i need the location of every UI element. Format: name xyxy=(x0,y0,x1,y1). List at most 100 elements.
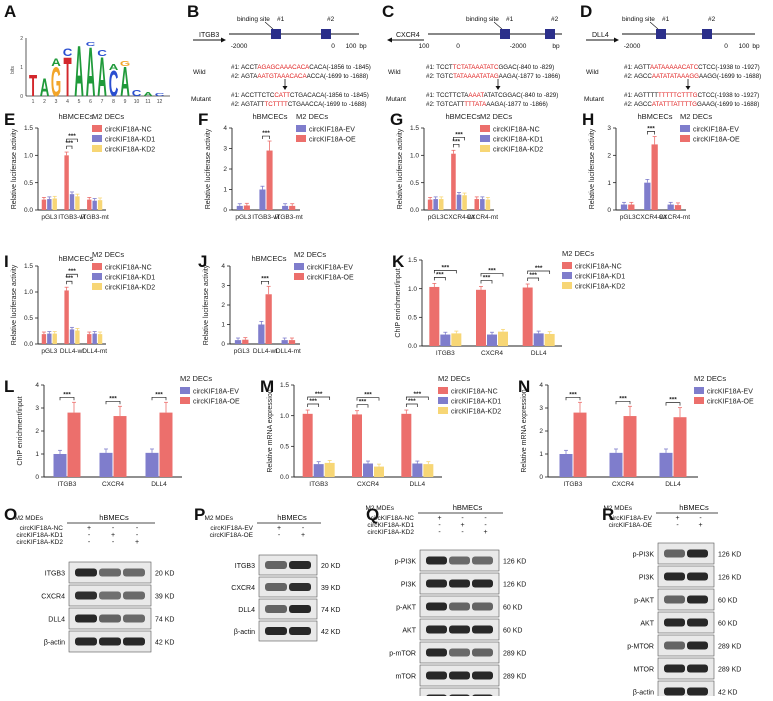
condition-label: circKIF18A-KD2 xyxy=(16,539,63,546)
x-tick-label: CXCR4-wt xyxy=(636,214,667,221)
y-tick-label: 1.0 xyxy=(24,153,33,160)
blot-band xyxy=(75,568,97,577)
significance-bracket xyxy=(59,396,75,401)
kd-label: 42 KD xyxy=(321,629,340,636)
y-tick-label: 1 xyxy=(221,322,225,329)
bar xyxy=(462,195,467,210)
legend-label: circKIF18A-KD2 xyxy=(105,285,155,292)
significance-label: *** xyxy=(109,395,117,402)
axis-label: 100 xyxy=(419,43,430,50)
bar xyxy=(64,155,69,210)
bar xyxy=(47,333,52,344)
blot-band xyxy=(449,602,470,611)
logo-letter: A xyxy=(143,92,153,98)
kd-label: 126 KD xyxy=(718,575,741,582)
seq-site: CATT xyxy=(274,92,290,99)
significance-bracket xyxy=(262,135,270,140)
blot-band xyxy=(449,625,470,634)
significance-bracket xyxy=(66,138,78,143)
y-tick-label: 1.0 xyxy=(410,153,419,160)
seq-site: AGAGCAAACACA xyxy=(257,64,310,71)
chart-f: 0 1 2 3 4 Relative luciferase activity hBMCECs… xyxy=(205,112,356,221)
bar xyxy=(429,286,440,346)
seq-part: #1: ACCTTCTC xyxy=(231,92,275,99)
panel-letter: D xyxy=(580,2,593,21)
seq-part: #2: AGCC xyxy=(624,101,652,108)
mutant-label: Mutant xyxy=(191,96,211,103)
bar xyxy=(97,334,103,344)
y-tick-label: 1.5 xyxy=(280,382,289,389)
significance-label: *** xyxy=(68,268,76,275)
chart-j: 0 1 2 3 4 Relative luciferase activity hBMCECs… xyxy=(203,250,354,355)
bar xyxy=(75,196,80,210)
logo-letter: A xyxy=(97,45,107,108)
blot-strip xyxy=(258,576,318,598)
legend-label: circKIF18A-KD1 xyxy=(105,137,155,144)
wild-sequence: #2: AGTAAATGTAAACACAACCA(-1699 to -1688) xyxy=(231,73,368,80)
bar xyxy=(644,182,651,210)
binding-site-1 xyxy=(271,29,281,39)
bar xyxy=(544,333,555,346)
y-tick-label: 1 xyxy=(223,187,227,194)
condition-mark: - xyxy=(676,522,679,529)
blot-strip xyxy=(657,542,715,565)
blot-strip xyxy=(657,634,715,657)
logo-letter: C xyxy=(97,49,107,58)
significance-label: *** xyxy=(647,126,655,133)
blot-band xyxy=(472,648,493,657)
significance-label: *** xyxy=(535,265,543,272)
legend-swatch xyxy=(680,135,690,142)
bar xyxy=(313,464,324,477)
blot-band xyxy=(123,591,145,600)
y-tick-label: 0.5 xyxy=(410,180,419,187)
legend-label: circKIF18A-KD2 xyxy=(451,409,501,416)
binding-site-pointer xyxy=(649,21,659,30)
significance-bracket xyxy=(405,403,418,408)
axis-label: bp xyxy=(359,43,367,50)
bar xyxy=(440,334,451,346)
panel-letter: I xyxy=(4,252,9,271)
blot-strip xyxy=(657,611,715,634)
significance-bracket xyxy=(647,131,655,135)
significance-label: *** xyxy=(452,138,460,145)
x-tick-label: DLL4 xyxy=(151,481,167,488)
blot-band xyxy=(472,602,493,611)
kd-label: 289 KD xyxy=(503,674,526,681)
bar xyxy=(69,329,75,344)
mutant-sequence: #2: AGTATTTCTTTTCTGAACCA(-1699 to -1688) xyxy=(231,101,367,108)
condition-mark: + xyxy=(87,525,91,532)
bar xyxy=(609,452,623,477)
y-tick-label: 1.5 xyxy=(24,125,33,132)
panel-letter: O xyxy=(4,505,18,524)
condition-label: circKIF18A-KD1 xyxy=(16,532,63,539)
bar xyxy=(659,452,673,477)
logo-letter: A xyxy=(74,32,84,112)
kd-label: 60 KD xyxy=(503,605,522,612)
legend-label: circKIF18A-NC xyxy=(105,127,152,134)
y-axis-label: Relative luciferase activity xyxy=(11,264,18,345)
seq-part: #2: AGTATT xyxy=(231,101,265,108)
condition-mark: - xyxy=(484,522,487,529)
blot-band xyxy=(687,618,708,627)
bar xyxy=(433,199,438,210)
blot-band xyxy=(664,641,685,650)
logo-y-label: bits xyxy=(10,66,16,74)
bar xyxy=(52,333,57,344)
bar xyxy=(427,199,433,210)
significance-bracket xyxy=(527,270,551,275)
legend-label: circKIF18A-OE xyxy=(193,399,240,406)
legend-swatch xyxy=(294,273,304,280)
seq-site: TTTATA xyxy=(464,101,487,108)
significance-bracket xyxy=(307,403,320,408)
axis-label: bp xyxy=(552,43,560,50)
chart-k: 0.0 0.5 1.0 1.5 ChIP enrichment/input ITGB3 CX… xyxy=(395,249,625,357)
significance-bracket xyxy=(66,145,73,150)
x-tick-label: DLL4 xyxy=(410,481,426,488)
promoter-schematic-itgb3: ITGB3 binding site #1 #2 -2000 0 100 bp Wild #1: … xyxy=(191,16,371,108)
legend-swatch xyxy=(562,282,572,289)
binding-site-label: binding site xyxy=(622,16,655,23)
bar xyxy=(69,194,75,210)
kd-label: 74 KD xyxy=(321,607,340,614)
